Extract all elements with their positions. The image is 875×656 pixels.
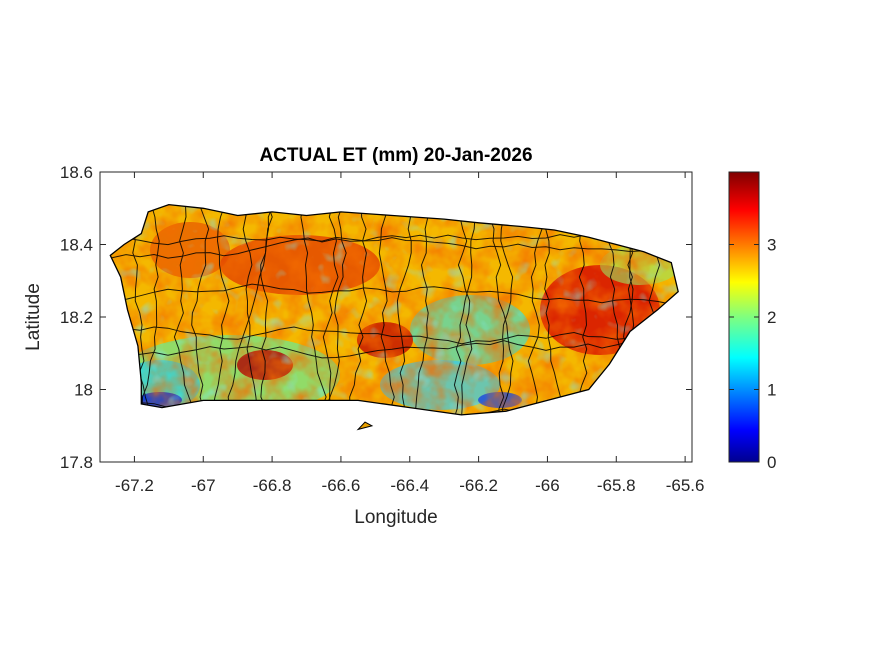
municipality-boundary [110, 332, 679, 361]
municipality-boundary [415, 204, 430, 415]
municipality-boundary [110, 326, 679, 345]
map-title: ACTUAL ET (mm) 20-Jan-2026 [259, 145, 532, 166]
municipality-boundary [242, 204, 258, 415]
municipality-boundary [173, 204, 194, 415]
municipality-boundary [322, 204, 339, 415]
y-tick-label: 18 [74, 381, 93, 400]
x-tick-label: -66.6 [322, 476, 361, 495]
municipality-boundary [138, 204, 160, 415]
y-axis: 17.8 18 18.2 18.4 18.6 [60, 163, 692, 472]
y-tick-label: 18.4 [60, 236, 93, 255]
municipality-boundary [110, 237, 679, 261]
municipality-boundary [527, 204, 543, 415]
colorbar-tick-label: 2 [767, 308, 776, 327]
municipality-boundary [300, 204, 327, 415]
x-tick-label: -66.2 [459, 476, 498, 495]
x-tick-label: -67 [191, 476, 216, 495]
municipality-boundary [396, 204, 414, 415]
x-tick-label: -66 [535, 476, 560, 495]
municipality-boundary [378, 204, 395, 415]
x-tick-label: -67.2 [115, 476, 154, 495]
colorbar-tick-label: 0 [767, 453, 776, 472]
municipality-boundary [211, 204, 230, 415]
municipality-boundary [498, 204, 514, 415]
y-tick-label: 17.8 [60, 453, 93, 472]
x-tick-label: -66.4 [390, 476, 429, 495]
colorbar-tick-label: 3 [767, 236, 776, 255]
colorbar-tick-label: 1 [767, 381, 776, 400]
y-tick-label: 18.2 [60, 308, 93, 327]
municipality-boundary [451, 204, 473, 415]
municipality-boundary [260, 204, 278, 415]
municipality-boundary [489, 204, 514, 415]
islet-outline [356, 421, 374, 431]
x-tick-label: -66.8 [253, 476, 292, 495]
island-outline [109, 203, 679, 416]
y-axis-label: Latitude [23, 283, 44, 351]
municipality-boundary [452, 204, 476, 415]
municipality-boundary [349, 204, 368, 415]
municipality-boundary [225, 204, 273, 415]
municipality-boundary [110, 283, 679, 305]
x-axis-label: Longitude [354, 507, 437, 528]
municipality-boundary [544, 204, 566, 415]
municipality-boundaries [110, 204, 679, 415]
x-tick-label: -65.6 [666, 476, 705, 495]
colorbar-ticks: 0 1 2 3 [729, 236, 776, 472]
x-axis: -67.2 -67 -66.8 -66.6 -66.4 -66.2 -66 -65.8 -65.… [115, 172, 704, 495]
y-tick-label: 18.6 [60, 163, 93, 182]
x-tick-label: -65.8 [597, 476, 636, 495]
colorbar: 0 1 2 3 [728, 171, 776, 472]
municipality-boundary [191, 204, 210, 415]
map-axes: -67.2 -67 -66.8 -66.6 -66.4 -66.2 -66 -65.8 -65.… [23, 145, 704, 528]
municipality-boundary [321, 204, 348, 415]
